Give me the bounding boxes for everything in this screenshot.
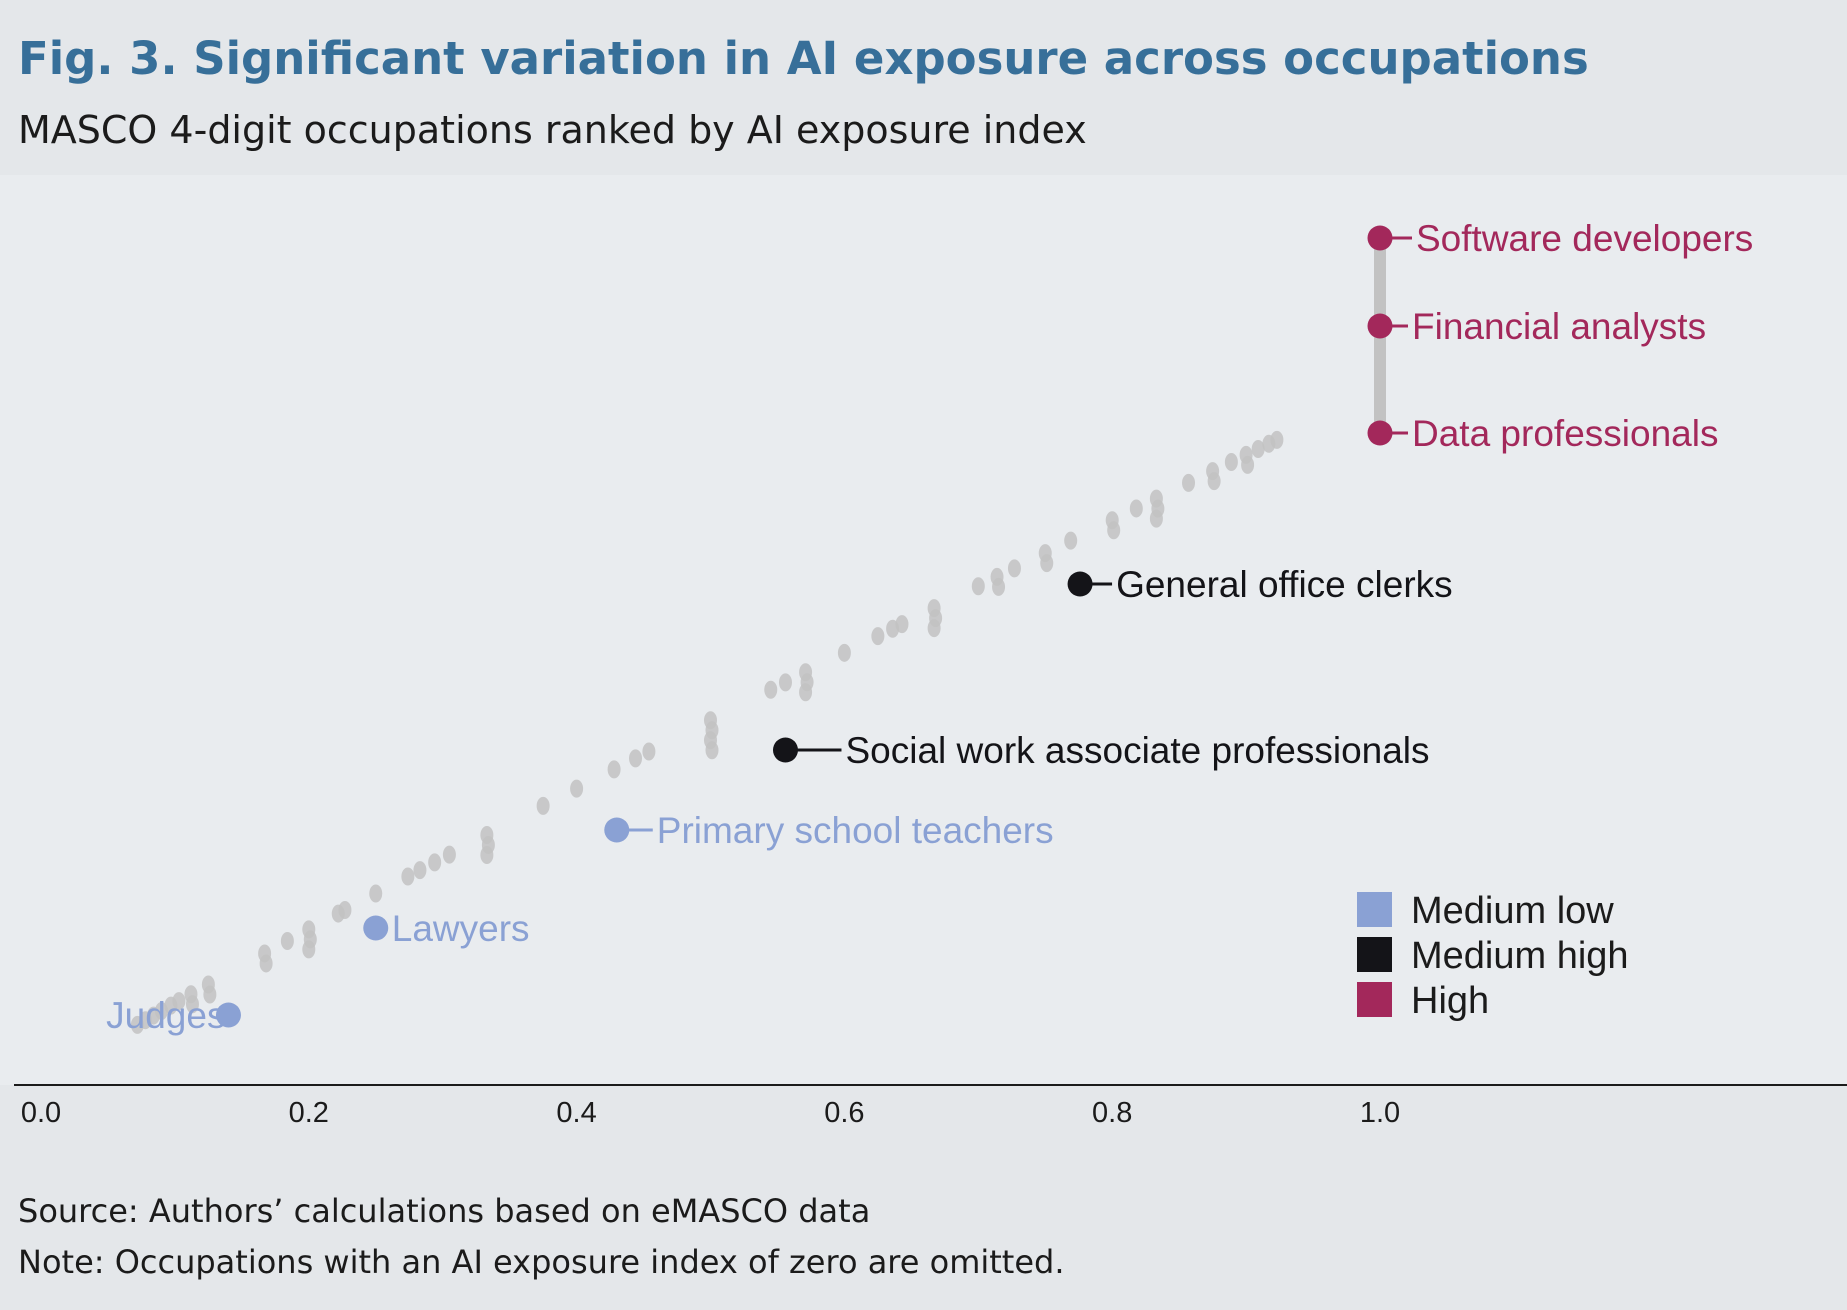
occupation-point-49 (992, 577, 1006, 596)
occupation-point-29 (629, 749, 643, 768)
software-developers-point (1367, 225, 1393, 251)
occupation-point-26 (536, 796, 550, 815)
occupation-point-52 (1040, 554, 1054, 573)
occupation-point-60 (1182, 473, 1196, 492)
footnote: Note: Occupations with an AI exposure in… (18, 1243, 1065, 1281)
occupation-point-55 (1107, 521, 1121, 540)
data-professionals-point (1367, 420, 1393, 446)
occupation-point-11 (259, 954, 273, 973)
legend-label-medium-low: Medium low (1411, 890, 1614, 932)
occupation-point-5 (172, 992, 186, 1011)
chart: Judges Lawyers Primary school teachers Soci… (14, 218, 1847, 1129)
x-tick-label-5: 1.0 (1360, 1097, 1400, 1129)
occupation-point-17 (338, 900, 352, 919)
occupation-point-36 (778, 673, 792, 692)
occupation-point-59 (1149, 509, 1163, 528)
legend-label-medium-high: Medium high (1411, 935, 1629, 977)
data-professionals-label: Data professionals (1412, 413, 1718, 454)
financial-analysts-point (1367, 313, 1393, 339)
occupation-point-27 (570, 779, 584, 798)
occupation-point-65 (1241, 455, 1255, 474)
x-tick-label-1: 0.2 (289, 1097, 329, 1129)
occupation-point-28 (607, 760, 621, 779)
x-tick-label-3: 0.6 (824, 1097, 864, 1129)
occupation-point-62 (1207, 472, 1221, 491)
occupation-point-30 (642, 742, 656, 761)
occupation-point-63 (1224, 453, 1238, 472)
x-tick-label-0: 0.0 (21, 1097, 61, 1129)
judges-point (215, 1002, 241, 1028)
occupation-point-19 (401, 867, 415, 886)
occupation-point-56 (1129, 499, 1143, 518)
occupation-point-46 (927, 619, 941, 638)
occupation-point-35 (764, 680, 778, 699)
occupation-point-40 (837, 643, 851, 662)
primary-school-teachers-label: Primary school teachers (657, 810, 1054, 851)
occupation-point-53 (1064, 531, 1078, 550)
chart-subtitle: MASCO 4-digit occupations ranked by AI e… (18, 108, 1087, 152)
occupation-point-12 (280, 932, 294, 951)
occupation-point-22 (442, 845, 456, 864)
social-work-associate-professionals-label: Social work associate professionals (845, 730, 1429, 771)
occupation-point-20 (413, 861, 427, 880)
legend-swatch-high (1357, 982, 1392, 1017)
legend-swatch-medium-low (1357, 892, 1392, 927)
occupation-point-47 (971, 577, 985, 596)
occupation-point-43 (895, 615, 909, 634)
legend-label-high: High (1411, 980, 1489, 1022)
lawyers-point (363, 915, 389, 941)
general-office-clerks-point (1067, 571, 1093, 597)
lawyers-label: Lawyers (392, 908, 530, 949)
occupation-point-18 (369, 884, 383, 903)
occupation-point-7 (185, 995, 199, 1014)
financial-analysts-label: Financial analysts (1412, 306, 1706, 347)
occupation-point-50 (1007, 559, 1021, 578)
occupation-point-9 (203, 985, 217, 1004)
general-office-clerks-label: General office clerks (1116, 564, 1453, 605)
x-tick-label-4: 0.8 (1092, 1097, 1132, 1129)
x-tick-label-2: 0.4 (556, 1097, 596, 1129)
occupation-point-41 (871, 627, 885, 646)
occupation-point-34 (705, 741, 719, 760)
judges-label: Judges (106, 995, 225, 1036)
occupation-point-21 (428, 853, 442, 872)
source-note: Source: Authors’ calculations based on e… (18, 1192, 871, 1230)
social-work-associate-professionals-point (772, 737, 798, 763)
chart-title: Fig. 3. Significant variation in AI expo… (18, 32, 1589, 85)
occupation-point-68 (1270, 430, 1284, 449)
occupation-point-15 (302, 940, 316, 959)
primary-school-teachers-point (604, 817, 630, 843)
legend-swatch-medium-high (1357, 937, 1392, 972)
occupation-point-39 (799, 683, 813, 702)
software-developers-label: Software developers (1416, 218, 1753, 259)
occupation-point-25 (480, 846, 494, 865)
occupation-point-66 (1251, 440, 1265, 459)
